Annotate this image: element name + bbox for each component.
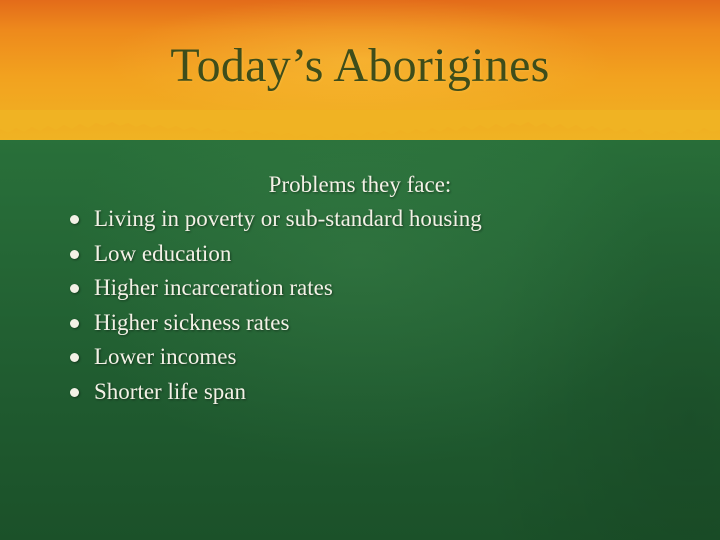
list-item: Living in poverty or sub-standard housin…	[0, 202, 720, 237]
slide-title: Today’s Aborigines	[170, 39, 550, 92]
list-item-text: Shorter life span	[94, 378, 247, 404]
list-item: Lower incomes	[0, 340, 720, 375]
bullet-icon	[70, 353, 79, 362]
bullet-icon	[70, 215, 79, 224]
slide-body: Problems they face: Living in poverty or…	[0, 168, 720, 409]
bullet-icon	[70, 284, 79, 293]
list-item-text: Lower incomes	[94, 344, 237, 369]
bullet-icon	[70, 249, 79, 259]
list-item: Low education	[0, 237, 720, 272]
problems-list: Living in poverty or sub-standard housin…	[0, 202, 720, 409]
header-torn-edge	[0, 110, 720, 139]
list-item-text: Higher incarceration rates	[94, 275, 333, 300]
list-item: Higher incarceration rates	[0, 271, 720, 306]
subheading: Problems they face:	[268, 172, 452, 197]
list-item-text: Living in poverty or sub-standard housin…	[94, 206, 482, 231]
list-item: Shorter life span	[0, 375, 720, 410]
bullet-icon	[70, 318, 79, 328]
list-item: Higher sickness rates	[0, 306, 720, 341]
bullet-icon	[70, 387, 79, 397]
list-item-text: Low education	[94, 240, 232, 266]
list-item-text: Higher sickness rates	[94, 309, 290, 335]
